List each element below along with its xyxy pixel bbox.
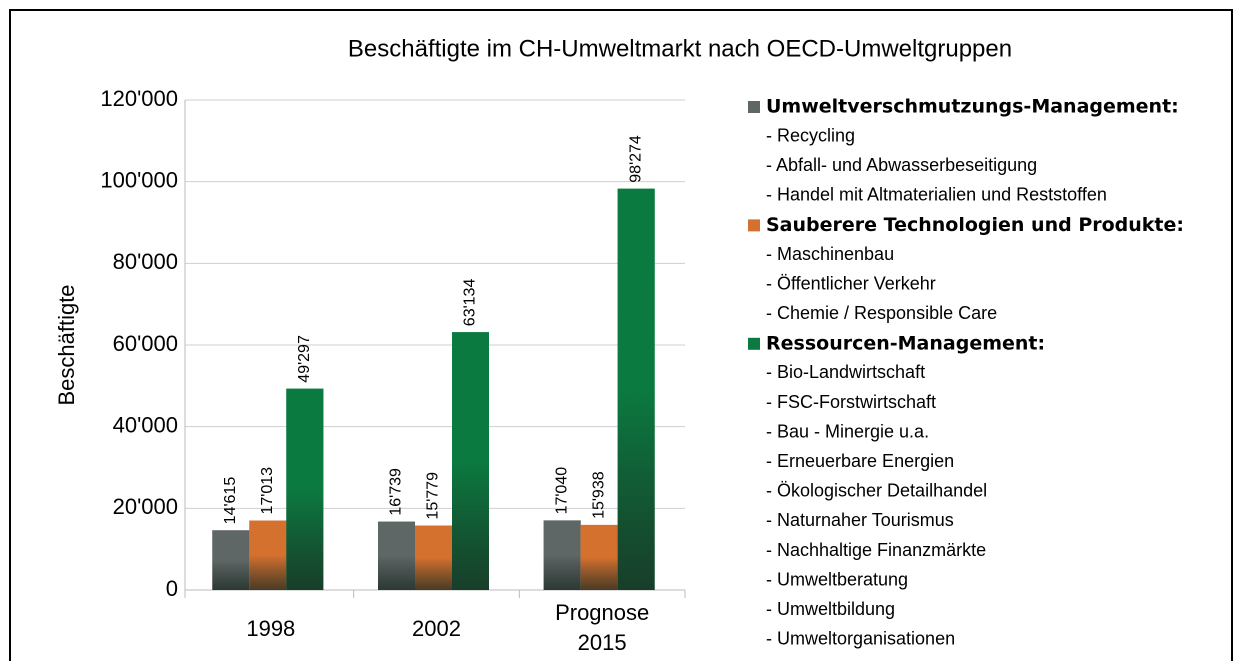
legend-item: - Maschinenbau (766, 244, 894, 264)
value-label: 63'134 (462, 279, 479, 327)
legend-label: Sauberere Technologien und Produkte: (766, 214, 1184, 236)
legend-item: - Umweltberatung (766, 569, 908, 589)
value-label: 15'938 (590, 471, 607, 519)
bar-shade (249, 520, 287, 590)
y-tick-label: 80'000 (113, 249, 178, 274)
legend-item: - Bio-Landwirtschaft (766, 362, 925, 382)
legend-item: - Umweltorganisationen (766, 629, 955, 649)
legend-item: - Ökologischer Detailhandel (766, 481, 987, 501)
legend-label: Ressourcen-Management: (766, 332, 1045, 354)
bar-shade (286, 388, 324, 590)
value-label: 98'274 (627, 135, 644, 183)
legend-item: - Bau - Minergie u.a. (766, 421, 929, 441)
bar-shade (543, 520, 581, 590)
legend-item: - Recycling (766, 125, 855, 145)
value-label: 15'779 (425, 472, 442, 520)
y-tick-label: 20'000 (113, 494, 178, 519)
bar-shade (415, 525, 452, 590)
legend-item: - Abfall- und Abwasserbeseitigung (766, 155, 1037, 175)
legend-item: - Handel mit Altmaterialien und Reststof… (766, 185, 1107, 205)
legend-item: - FSC-Forstwirtschaft (766, 392, 936, 412)
legend-item: - Naturnaher Tourismus (766, 510, 954, 530)
y-tick-label: 0 (166, 576, 178, 601)
bar-shade (580, 524, 618, 590)
x-tick-label: Prognose 2015 (555, 600, 650, 655)
frame (9, 9, 1233, 661)
bar-shade (212, 530, 250, 590)
legend-item: - Umweltbildung (766, 599, 895, 619)
legend-item: - Nachhaltige Finanzmärkte (766, 540, 986, 560)
y-tick-label: 120'000 (100, 86, 178, 111)
legend-swatch (748, 101, 760, 113)
legend-item: - Erneuerbare Energien (766, 451, 954, 471)
x-tick-label: 2002 (412, 616, 461, 641)
legend-item: - Öffentlicher Verkehr (766, 273, 936, 293)
legend-swatch (748, 219, 760, 232)
value-label: 14'615 (222, 477, 239, 525)
legend-label: Umweltverschmutzungs-Management: (766, 96, 1179, 118)
bar-shade (452, 332, 489, 590)
value-label: 17'013 (259, 467, 276, 515)
y-axis-label: Beschäftigte (54, 284, 79, 405)
y-tick-label: 40'000 (113, 412, 178, 437)
value-label: 49'297 (296, 335, 313, 383)
x-tick-label: 1998 (246, 616, 296, 641)
bar-shade (378, 521, 415, 590)
y-tick-label: 60'000 (113, 331, 178, 356)
bar-shade (617, 188, 655, 591)
y-tick-label: 100'000 (100, 167, 178, 192)
legend-swatch (748, 337, 760, 350)
value-label: 17'040 (553, 467, 570, 515)
value-label: 16'739 (388, 468, 405, 516)
chart-title: Beschäftigte im CH-Umweltmarkt nach OECD… (348, 35, 1012, 62)
legend-item: - Chemie / Responsible Care (766, 303, 997, 323)
